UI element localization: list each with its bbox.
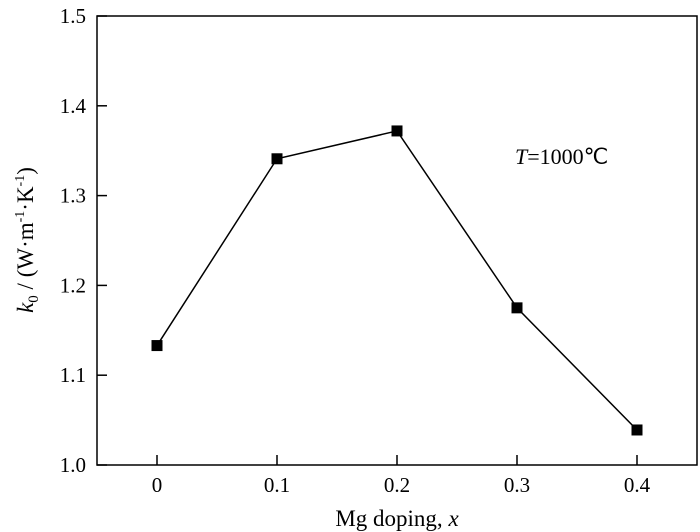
series-line xyxy=(156,130,638,431)
plot-frame xyxy=(96,15,698,466)
data-point-marker xyxy=(511,302,523,314)
y-tick-label: 1.3 xyxy=(60,184,86,208)
x-tick-label: 0.1 xyxy=(264,473,290,497)
x-ticks: 0 0.1 0.2 0.3 0.4 xyxy=(152,455,651,497)
y-axis-title-mid: / (W·m xyxy=(13,222,38,295)
y-tick-label: 1.4 xyxy=(60,94,87,118)
x-tick-label: 0 xyxy=(152,473,163,497)
x-tick-label: 0.4 xyxy=(624,473,651,497)
data-point-marker xyxy=(271,153,283,165)
x-axis-title-main: Mg doping, xyxy=(335,506,448,531)
series-layer xyxy=(151,125,643,436)
y-ticks: 1.0 1.1 1.2 1.3 1.4 1.5 xyxy=(60,4,107,477)
y-tick-label: 1.5 xyxy=(60,4,86,28)
y-axis-title-end: ) xyxy=(13,167,38,175)
y-axis-title: k0 / (W·m-1·K-1) xyxy=(13,167,42,313)
annotation-text: =1000℃ xyxy=(527,144,608,169)
x-axis-title-var: x xyxy=(447,506,459,531)
y-axis-title-dot: ·K xyxy=(13,186,38,211)
x-tick-label: 0.2 xyxy=(384,473,410,497)
data-point-marker xyxy=(151,340,163,352)
y-axis-title-exp1: -1 xyxy=(13,211,28,223)
annotation: T=1000℃ xyxy=(515,144,608,169)
y-axis-title-var: k xyxy=(13,302,38,313)
y-axis-title-sub: 0 xyxy=(26,295,42,303)
data-point-marker xyxy=(631,424,643,436)
y-tick-label: 1.1 xyxy=(60,363,86,387)
y-tick-label: 1.2 xyxy=(60,273,86,297)
x-axis-title: Mg doping, x xyxy=(335,506,459,531)
annotation-var: T xyxy=(515,144,529,169)
y-axis-title-exp2: -1 xyxy=(13,175,28,187)
y-tick-label: 1.0 xyxy=(60,453,86,477)
data-point-marker xyxy=(391,125,403,137)
x-tick-label: 0.3 xyxy=(504,473,530,497)
